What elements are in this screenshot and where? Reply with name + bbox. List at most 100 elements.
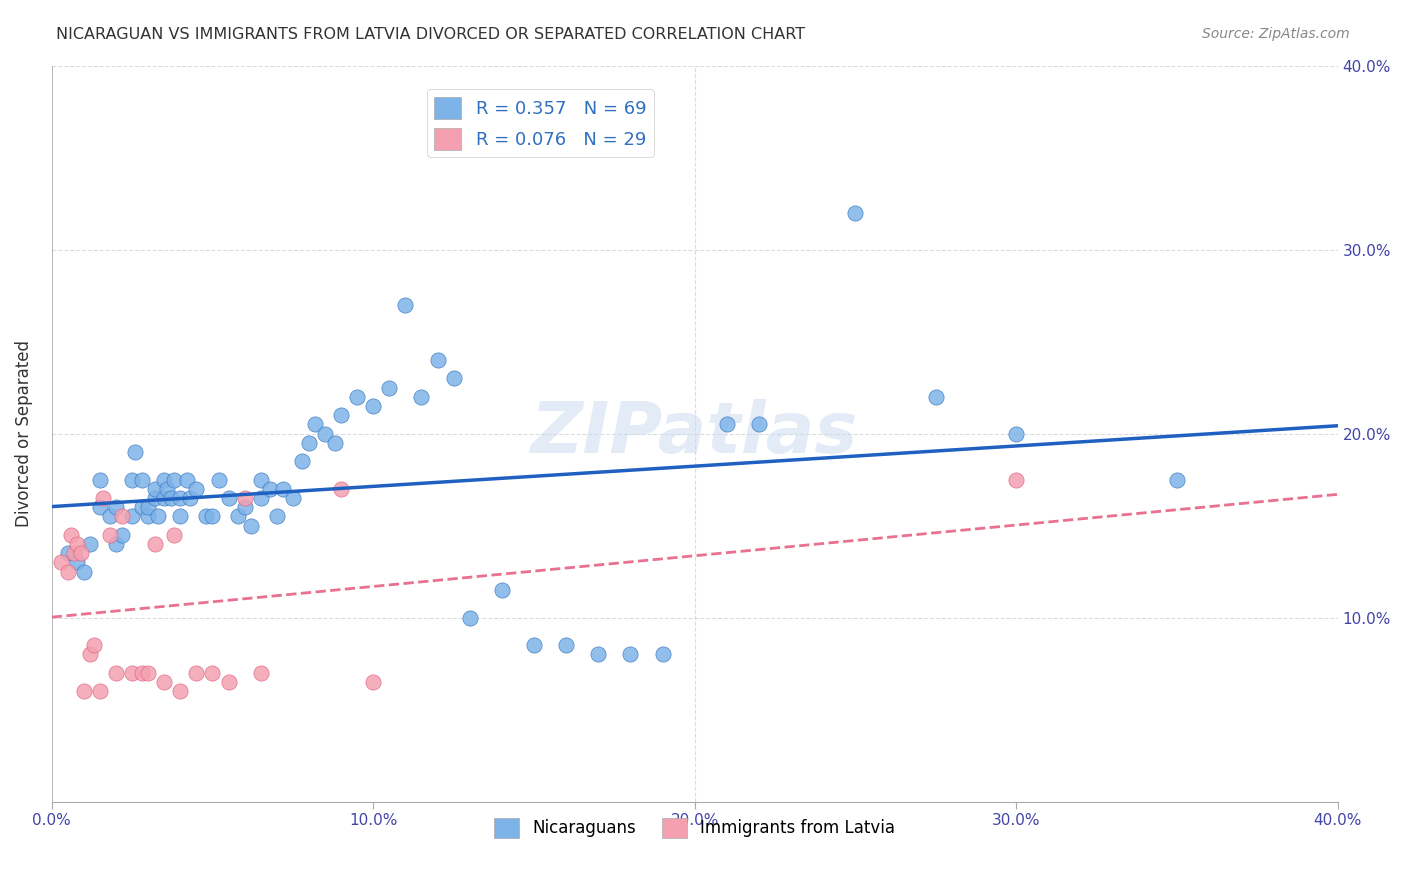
Point [323,435,346,450]
Point [73,565,96,579]
Point [89,473,111,487]
Text: Source: ZipAtlas.com: Source: ZipAtlas.com [1202,27,1350,41]
Point [426,353,449,368]
Point [156,482,179,496]
Point [89,684,111,698]
Point [208,473,231,487]
Point [121,665,143,680]
Point [346,390,368,404]
Point [56,565,79,579]
Point [146,509,169,524]
Point [131,665,153,680]
Point [136,665,159,680]
Point [69,546,91,560]
Point [443,371,465,385]
Point [169,509,191,524]
Point [56,546,79,560]
Point [66,537,89,551]
Point [176,473,198,487]
Point [179,491,201,505]
Point [186,482,208,496]
Point [143,482,166,496]
Point [304,417,326,432]
Point [226,509,249,524]
Point [111,509,134,524]
Point [249,491,271,505]
Point [361,399,384,413]
Point [169,491,191,505]
Point [271,482,294,496]
Point [1005,473,1028,487]
Point [925,390,948,404]
Text: NICARAGUAN VS IMMIGRANTS FROM LATVIA DIVORCED OR SEPARATED CORRELATION CHART: NICARAGUAN VS IMMIGRANTS FROM LATVIA DIV… [56,27,806,42]
Point [523,638,546,652]
Point [153,675,176,690]
Y-axis label: Divorced or Separated: Divorced or Separated [15,340,32,527]
Point [249,473,271,487]
Point [266,509,288,524]
Point [186,665,208,680]
Point [98,509,121,524]
Point [63,546,86,560]
Point [131,500,153,515]
Point [163,528,186,542]
Point [79,648,101,662]
Point [79,537,101,551]
Point [361,675,384,690]
Point [330,482,353,496]
Point [748,417,770,432]
Point [411,390,433,404]
Point [218,491,240,505]
Point [259,482,281,496]
Point [233,500,256,515]
Point [330,408,353,422]
Point [73,684,96,698]
Point [314,426,336,441]
Point [121,509,143,524]
Point [143,491,166,505]
Point [281,491,304,505]
Point [394,298,416,312]
Point [60,528,83,542]
Point [201,665,224,680]
Point [716,417,738,432]
Point [91,491,114,505]
Point [89,500,111,515]
Point [298,435,321,450]
Point [121,473,143,487]
Point [1166,473,1188,487]
Point [233,491,256,505]
Point [844,206,866,220]
Point [105,537,128,551]
Point [491,582,513,597]
Point [240,518,263,533]
Point [66,555,89,569]
Point [124,445,146,459]
Point [163,473,186,487]
Legend: Nicaraguans, Immigrants from Latvia: Nicaraguans, Immigrants from Latvia [488,811,901,845]
Point [136,500,159,515]
Point [249,665,271,680]
Point [619,648,641,662]
Point [458,610,481,624]
Text: ZIPatlas: ZIPatlas [531,399,859,468]
Point [51,555,73,569]
Point [136,509,159,524]
Point [218,675,240,690]
Point [169,684,191,698]
Point [105,500,128,515]
Point [159,491,181,505]
Point [201,509,224,524]
Point [143,537,166,551]
Point [586,648,609,662]
Point [153,491,176,505]
Point [291,454,314,468]
Point [378,381,401,395]
Point [195,509,218,524]
Point [111,528,134,542]
Point [1005,426,1028,441]
Point [83,638,105,652]
Point [131,473,153,487]
Point [105,665,128,680]
Point [555,638,578,652]
